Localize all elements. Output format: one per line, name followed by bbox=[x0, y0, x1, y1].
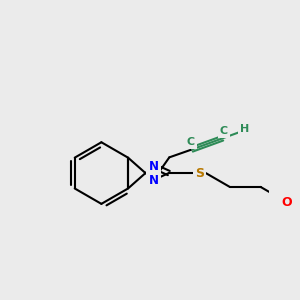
Text: O: O bbox=[281, 196, 292, 209]
Text: S: S bbox=[195, 167, 204, 180]
Text: C: C bbox=[220, 126, 228, 136]
Text: N: N bbox=[148, 160, 158, 172]
Text: H: H bbox=[240, 124, 249, 134]
Text: N: N bbox=[148, 174, 158, 187]
Text: C: C bbox=[186, 137, 194, 147]
